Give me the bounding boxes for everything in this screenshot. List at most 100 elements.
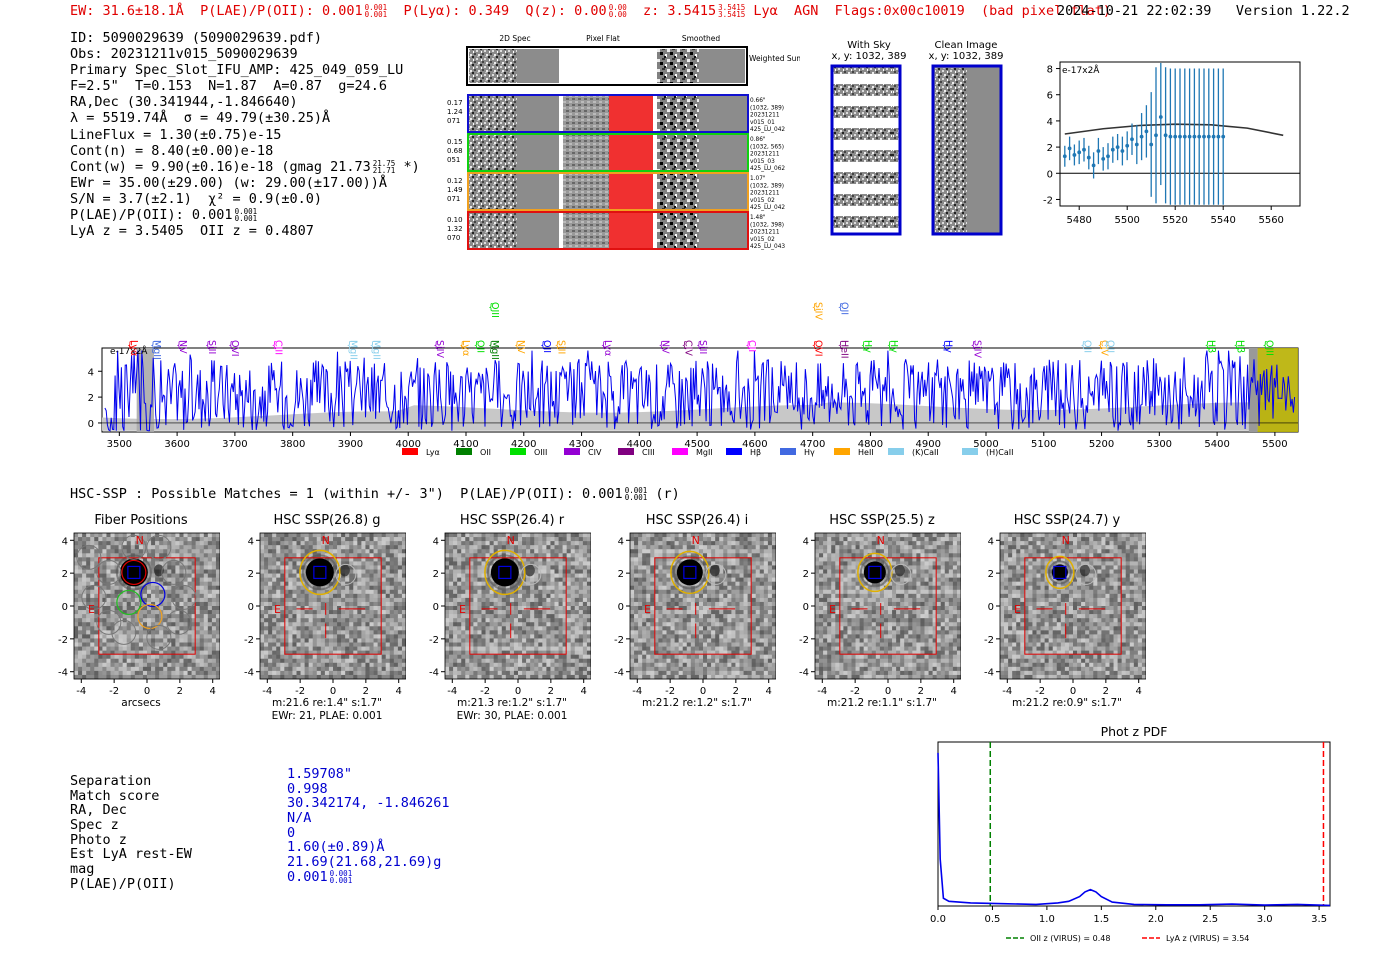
cutout-pixel — [98, 577, 103, 582]
cutout-pixel — [292, 533, 297, 538]
cutout-pixel — [642, 666, 647, 672]
cutout-pixel — [98, 626, 103, 631]
cutout-pixel — [159, 606, 164, 611]
cutout-pixel — [489, 557, 494, 562]
cutout-pixel — [630, 610, 635, 615]
cutout-pixel — [477, 638, 482, 643]
cutout-pixel — [86, 581, 91, 587]
cutout-pixel — [320, 666, 326, 672]
cutout-pixel — [401, 545, 406, 550]
cutout-pixel — [264, 569, 269, 574]
cutout-pixel — [582, 565, 588, 570]
cutout-pixel — [328, 642, 334, 647]
cutout-pixel — [183, 593, 188, 599]
cutout-pixel — [260, 553, 265, 558]
cutout-pixel — [191, 638, 196, 643]
cutout-pixel — [134, 658, 140, 664]
cutout-pixel — [349, 593, 354, 599]
cutout-pixel — [308, 553, 314, 558]
spectrum-xtick-label: 3600 — [164, 439, 189, 450]
cutout-pixel — [373, 569, 378, 574]
cutout-pixel — [373, 654, 378, 660]
cutout-pixel — [522, 541, 527, 546]
cutout-pixel — [171, 606, 176, 611]
cutout-pixel — [586, 618, 591, 623]
cutout-pixel — [630, 654, 635, 660]
cutout-pixel — [175, 622, 180, 627]
cutout-pixel — [316, 658, 322, 664]
cutout-pixel — [481, 573, 486, 578]
cutout-pixel — [461, 662, 466, 668]
cutout-pixel — [365, 622, 370, 627]
cutout-pixel — [662, 654, 667, 660]
cutout-pixel — [377, 662, 382, 668]
cutout-pixel — [634, 573, 639, 578]
cutout-pixel — [337, 597, 342, 603]
cutout-pixel — [179, 610, 184, 615]
cutout-pixel — [522, 606, 527, 611]
fiber-circle-orange — [137, 603, 163, 630]
cutout-pixel — [300, 642, 305, 647]
cutout-pixel — [187, 601, 192, 607]
cutout-title: HSC SSP(26.8) g — [273, 513, 381, 528]
cutout-pixel — [114, 606, 119, 611]
cutout-pixel — [570, 577, 576, 582]
cutout-pixel — [654, 634, 659, 639]
cutout-pixel — [357, 581, 362, 587]
cutout-pixel — [489, 658, 494, 664]
cutout-pixel — [662, 670, 667, 676]
header-z-sup: 3.5415 — [718, 3, 746, 12]
cutout-pixel — [171, 666, 176, 672]
cutout-pixel — [365, 581, 370, 587]
cutout-pixel — [666, 601, 671, 607]
cutout-pixel — [171, 654, 176, 660]
cutout-pixel — [272, 549, 277, 554]
cutout-caption: m:21.6 re:1.4" s:1.7" EWr: 21, PLAE: 0.00… — [242, 697, 412, 723]
cutout-pixel — [381, 670, 387, 676]
cutout-pixel — [509, 606, 515, 611]
cutout-pixel — [393, 593, 399, 599]
cutout-pixel — [658, 541, 663, 546]
cutout-pixel — [272, 646, 277, 651]
cutout-pixel — [542, 597, 547, 603]
cutout-pixel — [493, 537, 499, 542]
cutout-pixel — [300, 597, 305, 603]
cutout-pixel — [578, 585, 584, 591]
cutout-pixel — [578, 618, 584, 623]
cutout-pixel — [118, 610, 123, 615]
cutout-pixel — [534, 577, 539, 582]
cutout-pixel — [650, 638, 655, 643]
cutout-pixel — [465, 585, 470, 591]
cutout-pixel — [138, 537, 144, 542]
cutout-pixel — [505, 670, 511, 676]
cutout-pixel — [167, 593, 172, 599]
cutout-pixel — [670, 593, 675, 599]
cutout-pixel — [337, 537, 342, 542]
cutout-pixel — [86, 630, 91, 635]
cutout-pixel — [288, 646, 293, 651]
cutout-pixel — [268, 585, 273, 591]
cutout-pixel — [453, 638, 458, 643]
cutout-pixel — [481, 549, 486, 554]
cutout-pixel — [357, 589, 362, 595]
cutout-pixel — [373, 666, 378, 672]
cutout-pixel — [401, 589, 406, 595]
cutout-pixel — [122, 593, 128, 599]
cutout-pixel — [574, 662, 580, 668]
cutout-pixel — [578, 593, 584, 599]
cutout-pixel — [550, 642, 555, 647]
cutout-pixel — [130, 610, 136, 615]
cutout-pixel — [187, 565, 192, 570]
cutout-pixel — [526, 618, 531, 623]
cutout-pixel — [138, 662, 144, 668]
cutout-pixel — [526, 533, 531, 538]
cutout-pixel — [118, 557, 123, 562]
cutout-pixel — [122, 646, 128, 651]
cutout-pixel — [646, 646, 651, 651]
cutout-caption: arcsecs — [56, 697, 226, 710]
cutout-pixel — [151, 541, 156, 546]
cutout-pixel — [445, 585, 450, 591]
cutout-pixel — [501, 606, 507, 611]
cutout-pixel — [349, 674, 354, 680]
